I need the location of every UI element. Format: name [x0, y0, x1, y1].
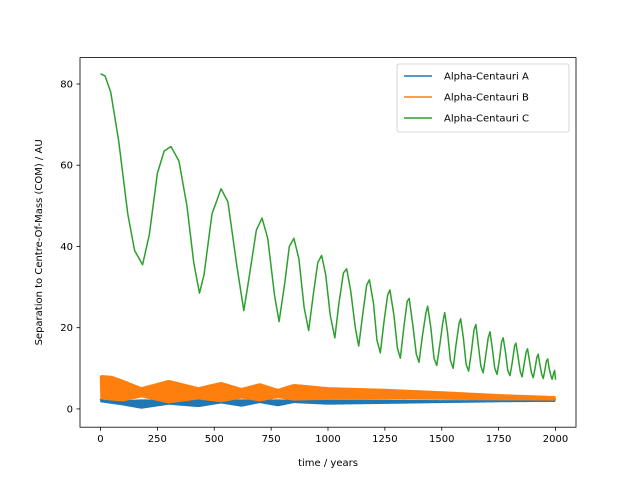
x-axis-label: time / years — [298, 458, 358, 469]
x-tick-label: 1500 — [429, 434, 454, 445]
x-tick-label: 250 — [148, 434, 167, 445]
x-axis: 0 250 500 750 1000 1250 1500 1750 2000 — [97, 427, 568, 445]
series-line-alpha-centauri-b — [99, 374, 557, 404]
y-tick-label: 20 — [60, 323, 73, 334]
y-axis: 0 20 40 60 80 — [60, 80, 80, 415]
plot-area — [99, 73, 557, 409]
x-tick-label: 1750 — [486, 434, 511, 445]
y-tick-label: 60 — [60, 161, 73, 172]
legend: Alpha-Centauri A Alpha-Centauri B Alpha-Ce… — [396, 63, 570, 133]
x-tick-label: 500 — [205, 434, 224, 445]
series-line-alpha-centauri-c — [100, 73, 557, 381]
y-tick-label: 80 — [60, 80, 73, 91]
x-tick-label: 0 — [97, 434, 103, 445]
y-axis-label: Separation to Centre-Of-Mass (COM) / AU — [34, 139, 45, 345]
y-tick-label: 0 — [67, 404, 73, 415]
x-tick-label: 1250 — [372, 434, 397, 445]
legend-box — [396, 63, 570, 133]
legend-label-alpha-centauri-b: Alpha-Centauri B — [444, 93, 529, 104]
legend-label-alpha-centauri-c: Alpha-Centauri C — [444, 114, 529, 125]
y-tick-label: 40 — [60, 242, 73, 253]
legend-label-alpha-centauri-a: Alpha-Centauri A — [444, 72, 529, 83]
x-tick-label: 2000 — [543, 434, 568, 445]
x-tick-label: 1000 — [315, 434, 340, 445]
x-tick-label: 750 — [262, 434, 281, 445]
